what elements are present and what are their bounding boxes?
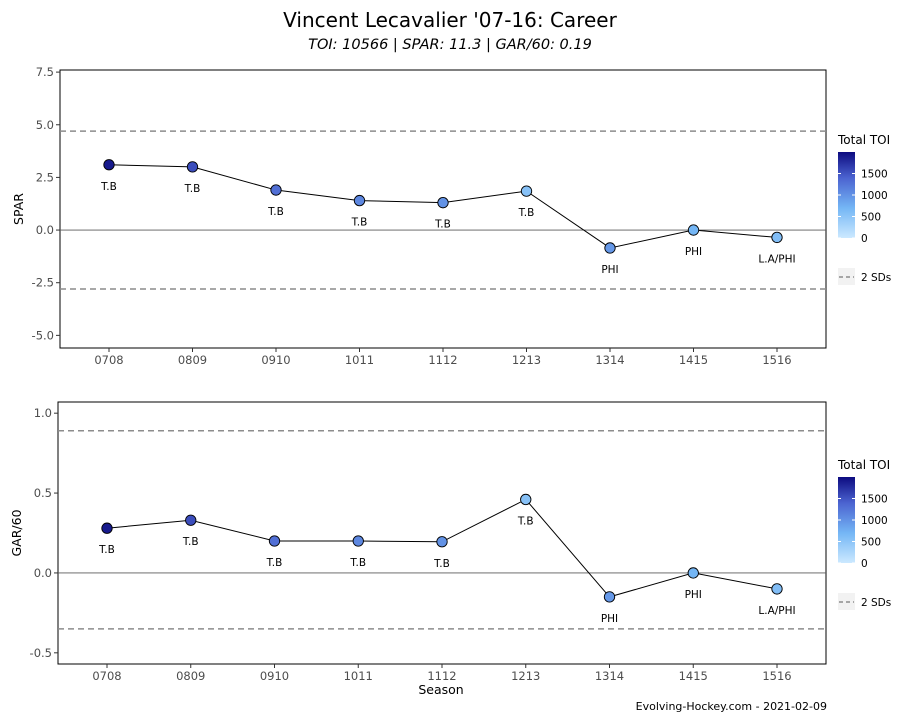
panel-2: -0.5 0.0 0.5 1.0 0708 0809 0910 1011 1112 1213 131… bbox=[9, 401, 891, 697]
data-point bbox=[771, 583, 783, 595]
team-label: T.B bbox=[266, 557, 283, 569]
team-label: T.B bbox=[267, 206, 284, 218]
x-tick-label: 1112 bbox=[427, 669, 456, 683]
x-tick-label: 0910 bbox=[261, 353, 290, 367]
legend-tick-label: 1500 bbox=[861, 169, 888, 181]
chart-title: Vincent Lecavalier '07-16: Career bbox=[283, 8, 617, 32]
x-tick-label: 1415 bbox=[679, 669, 708, 683]
x-tick-label: 0708 bbox=[92, 669, 121, 683]
data-point bbox=[352, 535, 364, 547]
team-label: L.A/PHI bbox=[758, 605, 795, 617]
x-tick-label: 1415 bbox=[679, 353, 708, 367]
legend-tick-label: 1000 bbox=[861, 190, 888, 202]
x-tick-label: 0809 bbox=[178, 353, 207, 367]
legend-tick-label: 1000 bbox=[861, 515, 888, 527]
team-label: T.B bbox=[517, 515, 534, 527]
team-label: T.B bbox=[98, 544, 115, 556]
legend-colorbar bbox=[838, 477, 855, 563]
chart-subtitle: TOI: 10566 | SPAR: 11.3 | GAR/60: 0.19 bbox=[308, 37, 592, 53]
data-point bbox=[103, 159, 115, 171]
legend-tick-label: 1500 bbox=[861, 494, 888, 506]
data-point bbox=[353, 194, 366, 207]
y-tick-label: -2.5 bbox=[32, 276, 54, 290]
x-tick-label: 1011 bbox=[345, 353, 374, 367]
x-tick-label: 1516 bbox=[762, 669, 791, 683]
x-tick-label: 1516 bbox=[762, 353, 791, 367]
y-axis-label: SPAR bbox=[11, 193, 26, 225]
legend-colorbar bbox=[838, 152, 855, 238]
x-axis-label: Season bbox=[418, 682, 463, 697]
plot-frame bbox=[59, 69, 827, 349]
x-tick-label: 1112 bbox=[428, 353, 457, 367]
legend-tick-label: 500 bbox=[861, 212, 881, 224]
legend-title: Total TOI bbox=[837, 458, 890, 472]
y-tick-label: 2.5 bbox=[36, 170, 54, 184]
data-point bbox=[520, 185, 533, 197]
legend-sd-label: 2 SDs bbox=[861, 597, 891, 609]
team-label: T.B bbox=[349, 557, 366, 569]
y-tick-label: 0.0 bbox=[34, 566, 52, 580]
y-axis-label: GAR/60 bbox=[9, 509, 24, 556]
data-point bbox=[687, 567, 699, 579]
team-label: T.B bbox=[184, 183, 201, 195]
data-point bbox=[437, 197, 449, 209]
panel-1: -5.0 -2.5 0.0 2.5 5.0 7.5 0708 0809 0910 1011 1112… bbox=[11, 65, 891, 367]
data-point bbox=[185, 514, 197, 526]
x-tick-label: 1213 bbox=[512, 353, 541, 367]
team-label: T.B bbox=[433, 558, 450, 570]
team-label: PHI bbox=[601, 264, 618, 276]
y-tick-label: 7.5 bbox=[36, 65, 54, 79]
y-tick-label: 0.0 bbox=[36, 223, 54, 237]
team-label: T.B bbox=[182, 536, 199, 548]
legend-title: Total TOI bbox=[837, 133, 890, 147]
x-tick-label: 1314 bbox=[595, 669, 624, 683]
data-point bbox=[771, 231, 783, 244]
team-label: T.B bbox=[518, 207, 535, 219]
legend-sd-label: 2 SDs bbox=[861, 272, 891, 284]
footer-credit: Evolving-Hockey.com - 2021-02-09 bbox=[635, 700, 827, 713]
team-label: T.B bbox=[100, 181, 117, 193]
team-label: T.B bbox=[434, 219, 451, 231]
x-tick-label: 0910 bbox=[260, 669, 289, 683]
legend-tick-label: 0 bbox=[861, 558, 868, 570]
data-point bbox=[436, 536, 448, 548]
data-point bbox=[604, 242, 616, 254]
team-label: T.B bbox=[351, 217, 368, 229]
data-point bbox=[520, 493, 532, 506]
plot-frame bbox=[57, 401, 827, 665]
x-tick-label: 1314 bbox=[595, 353, 624, 367]
x-tick-label: 1213 bbox=[511, 669, 540, 683]
y-tick-label: 1.0 bbox=[34, 406, 52, 420]
team-label: L.A/PHI bbox=[758, 253, 795, 265]
data-point bbox=[101, 522, 113, 534]
data-point bbox=[186, 161, 199, 173]
legend-tick-label: 500 bbox=[861, 537, 881, 549]
team-label: PHI bbox=[685, 589, 702, 601]
team-label: PHI bbox=[685, 246, 702, 258]
y-tick-label: -5.0 bbox=[32, 328, 54, 342]
x-tick-label: 0809 bbox=[176, 669, 205, 683]
legend-tick-label: 0 bbox=[861, 233, 868, 245]
series-line bbox=[106, 498, 778, 598]
y-tick-label: -0.5 bbox=[30, 646, 52, 660]
data-point bbox=[687, 224, 700, 236]
data-point bbox=[268, 535, 281, 547]
data-point bbox=[603, 591, 616, 603]
y-tick-label: 0.5 bbox=[34, 486, 52, 500]
team-label: PHI bbox=[601, 613, 618, 625]
data-point bbox=[270, 184, 282, 196]
x-tick-label: 0708 bbox=[94, 353, 123, 367]
y-tick-label: 5.0 bbox=[36, 118, 54, 132]
x-tick-label: 1011 bbox=[344, 669, 373, 683]
